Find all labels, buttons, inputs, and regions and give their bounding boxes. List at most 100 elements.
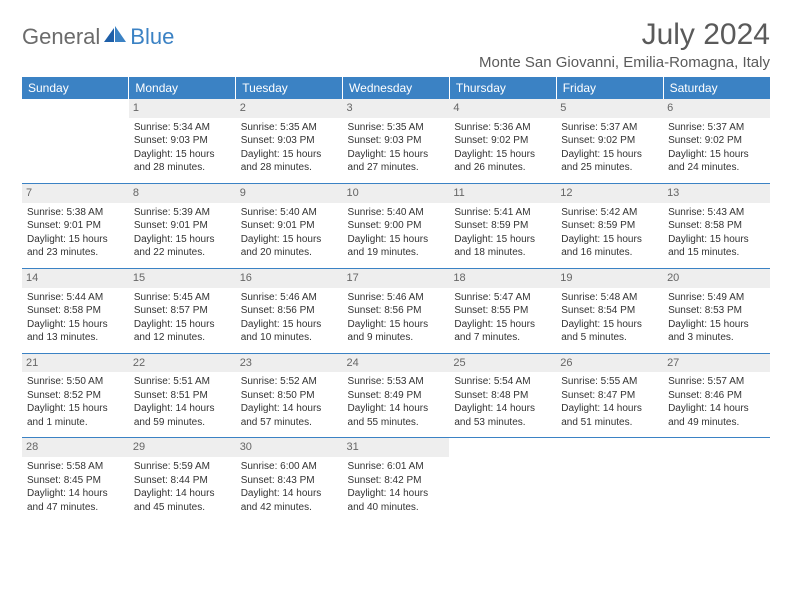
sunset-text: Sunset: 8:58 PM (27, 304, 124, 318)
sunrise-text: Sunrise: 5:35 AM (348, 121, 445, 135)
daylight2-text: and 19 minutes. (348, 246, 445, 260)
daylight1-text: Daylight: 15 hours (561, 148, 658, 162)
daylight1-text: Daylight: 15 hours (561, 233, 658, 247)
brand-part2: Blue (130, 24, 174, 50)
daylight2-text: and 59 minutes. (134, 416, 231, 430)
day-number: 19 (556, 269, 663, 288)
daylight1-text: Daylight: 14 hours (668, 402, 765, 416)
daylight2-text: and 40 minutes. (348, 501, 445, 515)
day-number: 12 (556, 184, 663, 203)
sunrise-text: Sunrise: 5:50 AM (27, 375, 124, 389)
daylight1-text: Daylight: 15 hours (454, 233, 551, 247)
daylight1-text: Daylight: 14 hours (241, 487, 338, 501)
day-number: 10 (343, 184, 450, 203)
day-number: 20 (663, 269, 770, 288)
weekday-row: Sunday Monday Tuesday Wednesday Thursday… (22, 77, 770, 99)
calendar-head: Sunday Monday Tuesday Wednesday Thursday… (22, 77, 770, 99)
sunset-text: Sunset: 8:51 PM (134, 389, 231, 403)
daylight1-text: Daylight: 15 hours (454, 318, 551, 332)
sunrise-text: Sunrise: 5:55 AM (561, 375, 658, 389)
daylight1-text: Daylight: 15 hours (27, 233, 124, 247)
sunrise-text: Sunrise: 5:57 AM (668, 375, 765, 389)
calendar-day-cell: 23Sunrise: 5:52 AMSunset: 8:50 PMDayligh… (236, 353, 343, 438)
sunset-text: Sunset: 8:53 PM (668, 304, 765, 318)
sunset-text: Sunset: 8:56 PM (241, 304, 338, 318)
sunset-text: Sunset: 9:03 PM (348, 134, 445, 148)
daylight2-text: and 13 minutes. (27, 331, 124, 345)
day-number: 1 (129, 99, 236, 118)
calendar-day-cell: 31Sunrise: 6:01 AMSunset: 8:42 PMDayligh… (343, 438, 450, 522)
sunrise-text: Sunrise: 5:38 AM (27, 206, 124, 220)
sunset-text: Sunset: 9:02 PM (454, 134, 551, 148)
day-number: 21 (22, 354, 129, 373)
day-number: 23 (236, 354, 343, 373)
day-number: 27 (663, 354, 770, 373)
calendar-day-cell: 29Sunrise: 5:59 AMSunset: 8:44 PMDayligh… (129, 438, 236, 522)
brand-sail-icon (104, 26, 126, 49)
sunset-text: Sunset: 9:02 PM (561, 134, 658, 148)
calendar-week-row: 1Sunrise: 5:34 AMSunset: 9:03 PMDaylight… (22, 99, 770, 183)
daylight1-text: Daylight: 14 hours (348, 402, 445, 416)
daylight2-text: and 9 minutes. (348, 331, 445, 345)
daylight1-text: Daylight: 15 hours (241, 318, 338, 332)
daylight1-text: Daylight: 15 hours (27, 402, 124, 416)
weekday-header: Saturday (663, 77, 770, 99)
daylight2-text: and 12 minutes. (134, 331, 231, 345)
calendar-day-cell: 26Sunrise: 5:55 AMSunset: 8:47 PMDayligh… (556, 353, 663, 438)
day-number: 15 (129, 269, 236, 288)
sunset-text: Sunset: 8:54 PM (561, 304, 658, 318)
daylight1-text: Daylight: 15 hours (668, 318, 765, 332)
daylight2-text: and 26 minutes. (454, 161, 551, 175)
sunset-text: Sunset: 8:59 PM (561, 219, 658, 233)
daylight2-text: and 53 minutes. (454, 416, 551, 430)
weekday-header: Friday (556, 77, 663, 99)
calendar-day-cell: 14Sunrise: 5:44 AMSunset: 8:58 PMDayligh… (22, 268, 129, 353)
calendar-day-cell: 12Sunrise: 5:42 AMSunset: 8:59 PMDayligh… (556, 183, 663, 268)
sunrise-text: Sunrise: 5:44 AM (27, 291, 124, 305)
sunrise-text: Sunrise: 6:01 AM (348, 460, 445, 474)
sunrise-text: Sunrise: 5:48 AM (561, 291, 658, 305)
daylight2-text: and 7 minutes. (454, 331, 551, 345)
day-number: 2 (236, 99, 343, 118)
day-number: 3 (343, 99, 450, 118)
sunset-text: Sunset: 8:46 PM (668, 389, 765, 403)
day-number: 26 (556, 354, 663, 373)
calendar-day-cell (22, 99, 129, 183)
calendar-day-cell: 5Sunrise: 5:37 AMSunset: 9:02 PMDaylight… (556, 99, 663, 183)
daylight2-text: and 5 minutes. (561, 331, 658, 345)
calendar-day-cell: 30Sunrise: 6:00 AMSunset: 8:43 PMDayligh… (236, 438, 343, 522)
daylight1-text: Daylight: 14 hours (561, 402, 658, 416)
calendar-day-cell (556, 438, 663, 522)
daylight2-text: and 28 minutes. (241, 161, 338, 175)
daylight1-text: Daylight: 14 hours (454, 402, 551, 416)
day-number: 28 (22, 438, 129, 457)
sunset-text: Sunset: 8:50 PM (241, 389, 338, 403)
daylight2-text: and 18 minutes. (454, 246, 551, 260)
daylight1-text: Daylight: 14 hours (348, 487, 445, 501)
weekday-header: Wednesday (343, 77, 450, 99)
sunrise-text: Sunrise: 5:39 AM (134, 206, 231, 220)
calendar-day-cell: 28Sunrise: 5:58 AMSunset: 8:45 PMDayligh… (22, 438, 129, 522)
calendar-day-cell: 2Sunrise: 5:35 AMSunset: 9:03 PMDaylight… (236, 99, 343, 183)
calendar-day-cell: 1Sunrise: 5:34 AMSunset: 9:03 PMDaylight… (129, 99, 236, 183)
daylight2-text: and 27 minutes. (348, 161, 445, 175)
sunrise-text: Sunrise: 5:47 AM (454, 291, 551, 305)
sunrise-text: Sunrise: 5:46 AM (348, 291, 445, 305)
sunrise-text: Sunrise: 5:51 AM (134, 375, 231, 389)
daylight1-text: Daylight: 14 hours (134, 487, 231, 501)
sunrise-text: Sunrise: 5:46 AM (241, 291, 338, 305)
daylight2-text: and 10 minutes. (241, 331, 338, 345)
calendar-body: 1Sunrise: 5:34 AMSunset: 9:03 PMDaylight… (22, 99, 770, 522)
daylight1-text: Daylight: 15 hours (348, 233, 445, 247)
weekday-header: Monday (129, 77, 236, 99)
daylight2-text: and 51 minutes. (561, 416, 658, 430)
sunrise-text: Sunrise: 6:00 AM (241, 460, 338, 474)
daylight2-text: and 16 minutes. (561, 246, 658, 260)
day-number: 16 (236, 269, 343, 288)
calendar-day-cell: 22Sunrise: 5:51 AMSunset: 8:51 PMDayligh… (129, 353, 236, 438)
daylight2-text: and 28 minutes. (134, 161, 231, 175)
brand-part1: General (22, 24, 100, 50)
sunset-text: Sunset: 9:01 PM (27, 219, 124, 233)
day-number: 11 (449, 184, 556, 203)
calendar-day-cell: 24Sunrise: 5:53 AMSunset: 8:49 PMDayligh… (343, 353, 450, 438)
